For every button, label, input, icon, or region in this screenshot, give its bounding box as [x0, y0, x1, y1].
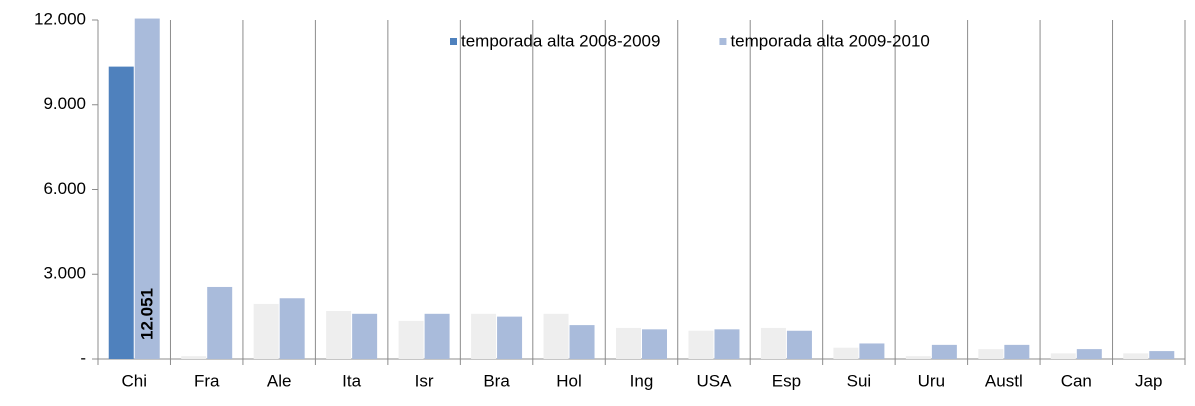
legend-swatch: [719, 38, 727, 45]
legend-swatch: [450, 38, 457, 45]
bar: [352, 313, 378, 359]
bar: [181, 356, 207, 359]
x-tick-label: Ita: [342, 371, 361, 390]
bar: [1050, 353, 1076, 359]
bar: [616, 327, 641, 359]
legend-label: temporada alta 2008-2009: [461, 31, 660, 50]
bar: [497, 316, 523, 359]
x-tick-label: Chi: [121, 371, 147, 390]
bar: [279, 298, 305, 359]
bar: [543, 313, 569, 359]
x-tick-label: Jap: [1135, 371, 1162, 390]
bar: [978, 349, 1004, 359]
y-tick-label: -: [80, 348, 86, 367]
bar: [714, 329, 740, 359]
bar: [1076, 349, 1102, 359]
bar: [688, 330, 714, 359]
bar: [786, 330, 812, 359]
x-tick-label: Austl: [985, 371, 1023, 390]
bar: [398, 320, 424, 359]
bar: [905, 356, 931, 359]
legend-label: temporada alta 2009-2010: [730, 31, 929, 50]
y-tick-label: 12.000: [34, 9, 86, 28]
x-tick-label: Sui: [847, 371, 872, 390]
x-tick-label: Fra: [194, 371, 220, 390]
bar: [134, 18, 160, 359]
bar: [760, 327, 786, 359]
x-tick-label: Ale: [267, 371, 292, 390]
x-tick-label: Isr: [415, 371, 434, 390]
y-tick-label: 9.000: [43, 94, 86, 113]
bar: [108, 66, 134, 360]
x-tick-label: Esp: [772, 371, 801, 390]
y-tick-label: 3.000: [43, 264, 86, 283]
y-tick-label: 6.000: [43, 179, 86, 198]
bar: [1149, 351, 1175, 359]
bar: [471, 313, 497, 359]
bar: [859, 343, 885, 359]
bar: [569, 325, 595, 359]
data-label: 12.051: [138, 288, 157, 340]
x-tick-label: Hol: [556, 371, 582, 390]
bar: [1123, 353, 1149, 359]
x-tick-label: Can: [1061, 371, 1092, 390]
x-tick-label: USA: [696, 371, 732, 390]
bar: [253, 303, 279, 359]
x-tick-label: Ing: [630, 371, 654, 390]
bar: [424, 313, 450, 359]
bar: [833, 347, 859, 359]
bar: [931, 344, 957, 359]
x-tick-label: Bra: [483, 371, 510, 390]
bar: [1004, 344, 1030, 359]
bar: [326, 310, 352, 359]
x-tick-label: Uru: [918, 371, 945, 390]
bar: [207, 286, 233, 359]
bar: [642, 329, 667, 359]
